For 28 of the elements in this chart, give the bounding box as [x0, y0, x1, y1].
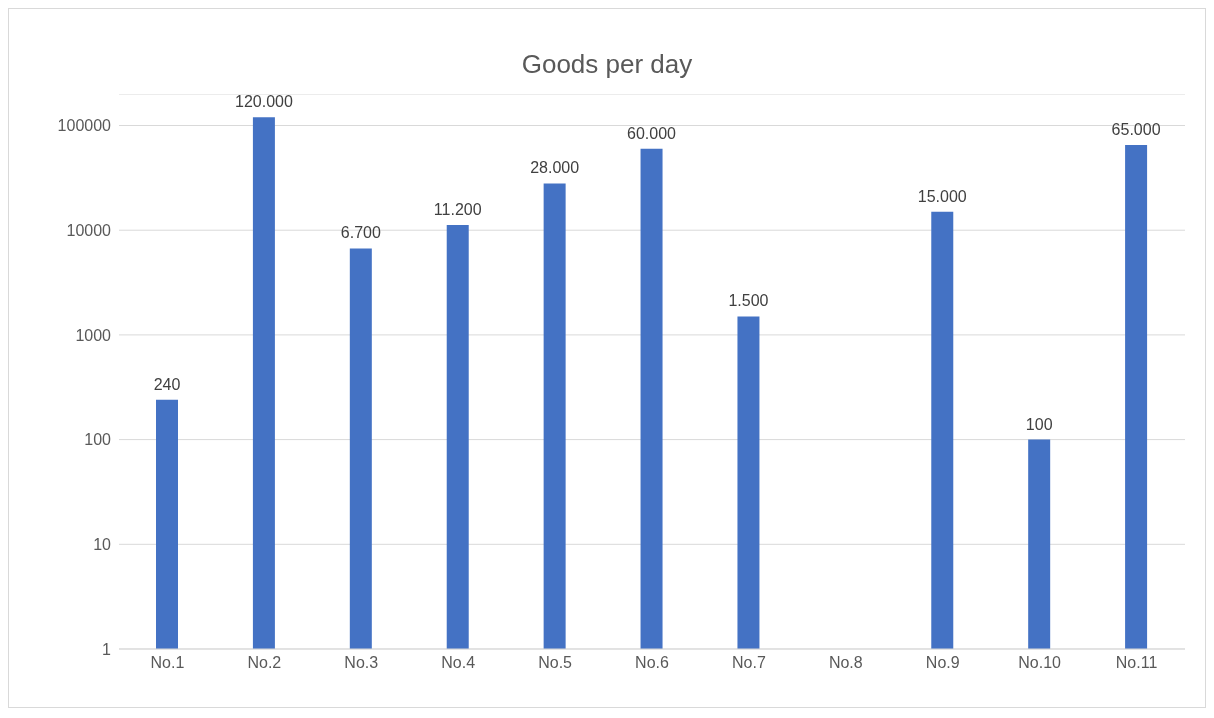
- x-tick-label: No.9: [925, 654, 960, 672]
- x-tick-label: No.1: [150, 654, 185, 672]
- data-label: 100: [1025, 415, 1053, 433]
- data-label: 60.000: [627, 124, 677, 142]
- x-tick-label: No.11: [1115, 654, 1158, 672]
- data-label: 120.000: [234, 93, 293, 111]
- y-tick-label: 1000: [75, 326, 112, 344]
- y-tick-label: 10: [93, 535, 112, 553]
- y-tick-label: 1: [102, 640, 112, 658]
- x-tick-label: No.4: [441, 654, 476, 672]
- x-tick-label: No.10: [1018, 654, 1062, 672]
- data-label: 28.000: [530, 159, 580, 177]
- x-tick-label: No.5: [538, 654, 573, 672]
- y-tick-label: 100000: [57, 117, 112, 135]
- data-label: 240: [153, 375, 181, 393]
- x-tick-label: No.6: [635, 654, 669, 672]
- data-label: 65.000: [1111, 121, 1161, 139]
- y-tick-label: 10000: [66, 221, 112, 239]
- x-tick-label: No.2: [247, 654, 282, 672]
- data-label: 1.500: [728, 292, 769, 310]
- data-label: 11.200: [433, 201, 482, 219]
- y-tick-label: 100: [84, 431, 112, 449]
- chart-title: Goods per day: [520, 49, 694, 80]
- x-tick-label: No.7: [732, 654, 766, 672]
- data-label: 6.700: [340, 224, 381, 242]
- x-tick-label: No.8: [828, 654, 863, 672]
- x-tick-label: No.3: [344, 654, 379, 672]
- data-label: 15.000: [917, 187, 967, 205]
